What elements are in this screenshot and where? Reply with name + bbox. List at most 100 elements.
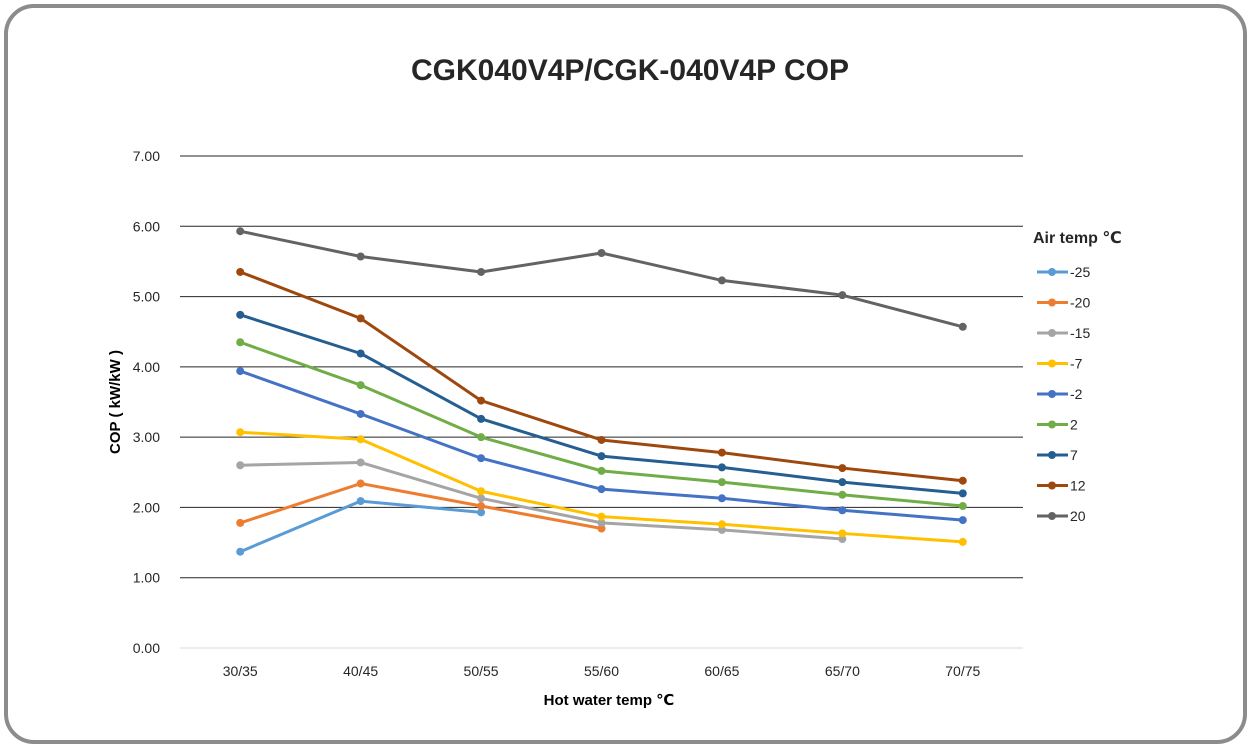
legend-marker — [1048, 298, 1056, 307]
legend-item-7: 7 — [1037, 447, 1078, 463]
legend-label: 7 — [1070, 447, 1078, 463]
y-tick-label: 0.00 — [133, 640, 160, 656]
data-point — [838, 506, 847, 515]
data-point — [838, 291, 847, 300]
series-line — [239, 270, 963, 483]
series-12 — [236, 267, 967, 485]
series-2 — [236, 338, 967, 511]
data-point — [356, 381, 365, 390]
x-tick-label: 70/75 — [945, 663, 980, 679]
data-point — [356, 458, 365, 467]
data-point — [597, 524, 606, 533]
legend-item--7: -7 — [1037, 356, 1083, 372]
chart-frame — [4, 4, 1247, 744]
legend-item--2: -2 — [1037, 386, 1083, 402]
data-point — [477, 267, 486, 276]
y-tick-label: 6.00 — [133, 218, 160, 234]
data-point — [717, 478, 726, 487]
legend-title: Air temp ℃ — [1033, 230, 1122, 247]
series-line — [240, 460, 843, 541]
data-point — [958, 502, 967, 511]
data-point — [356, 349, 365, 358]
series-line — [239, 482, 602, 530]
legend-item-12: 12 — [1037, 478, 1086, 494]
data-point — [477, 494, 486, 503]
x-tick-label: 65/70 — [825, 663, 860, 679]
data-point — [356, 409, 365, 418]
data-point — [717, 525, 726, 534]
series-lines — [236, 227, 967, 556]
legend: -25 -20 -15 -7 -2 2 7 12 20 — [1037, 264, 1090, 524]
data-point — [717, 448, 726, 457]
data-point — [236, 518, 245, 527]
chart-title: CGK040V4P/CGK-040V4P COP — [411, 54, 849, 87]
series--2 — [236, 367, 967, 525]
data-point — [958, 516, 967, 525]
data-point — [717, 520, 726, 529]
data-point — [356, 497, 365, 506]
data-point — [838, 464, 847, 473]
data-point — [597, 248, 606, 257]
legend-marker — [1048, 481, 1056, 490]
legend-item-2: 2 — [1037, 417, 1078, 433]
x-tick-label: 30/35 — [223, 663, 258, 679]
y-tick-label: 7.00 — [133, 148, 160, 164]
x-axis-ticks: 30/35 40/45 50/55 55/60 60/65 65/70 70/75 — [223, 663, 981, 679]
data-point — [958, 537, 967, 546]
data-point — [477, 414, 486, 423]
legend-label: -7 — [1070, 356, 1083, 372]
legend-item-20: 20 — [1037, 508, 1086, 524]
legend-label: -15 — [1070, 325, 1090, 341]
data-point — [477, 396, 486, 405]
data-point — [597, 512, 606, 521]
series-line — [239, 499, 482, 554]
data-point — [477, 487, 486, 496]
y-tick-label: 2.00 — [133, 499, 160, 515]
data-point — [717, 463, 726, 472]
legend-item--25: -25 — [1037, 264, 1090, 280]
x-tick-label: 60/65 — [704, 663, 739, 679]
data-point — [958, 322, 967, 331]
data-point — [838, 529, 847, 538]
y-axis-ticks: 0.00 1.00 2.00 3.00 4.00 5.00 6.00 7.00 — [133, 148, 160, 656]
series-20 — [236, 227, 967, 331]
data-point — [477, 433, 486, 442]
data-point — [356, 435, 365, 444]
data-point — [356, 479, 365, 488]
data-point — [236, 367, 245, 376]
series--20 — [236, 479, 606, 533]
y-tick-label: 3.00 — [133, 429, 160, 445]
x-tick-label: 55/60 — [584, 663, 619, 679]
data-point — [236, 227, 245, 236]
data-point — [958, 489, 967, 498]
legend-marker — [1048, 512, 1056, 520]
legend-label: 20 — [1070, 508, 1086, 524]
legend-marker — [1048, 420, 1056, 429]
y-tick-label: 5.00 — [133, 289, 160, 305]
data-point — [717, 276, 726, 285]
data-point — [477, 502, 486, 511]
cop-line-chart: CGK040V4P/CGK-040V4P COP 0.00 1.00 2.00 3.0… — [107, 54, 1122, 709]
data-point — [838, 478, 847, 487]
data-point — [958, 476, 967, 485]
legend-label: 12 — [1070, 478, 1086, 494]
data-point — [597, 452, 606, 461]
data-point — [236, 267, 245, 276]
data-point — [717, 494, 726, 503]
x-tick-label: 50/55 — [464, 663, 499, 679]
x-tick-label: 40/45 — [343, 663, 378, 679]
data-point — [236, 310, 245, 319]
series--25 — [236, 497, 486, 556]
legend-marker — [1048, 359, 1056, 368]
data-point — [236, 338, 245, 347]
y-tick-label: 1.00 — [133, 570, 160, 586]
data-point — [838, 535, 847, 544]
data-point — [236, 461, 245, 470]
series-line — [239, 369, 963, 522]
gridlines — [180, 155, 1023, 649]
series--7 — [236, 428, 967, 546]
legend-label: -20 — [1070, 295, 1090, 311]
data-point — [236, 547, 245, 556]
legend-item--15: -15 — [1037, 325, 1090, 341]
data-point — [597, 518, 606, 527]
